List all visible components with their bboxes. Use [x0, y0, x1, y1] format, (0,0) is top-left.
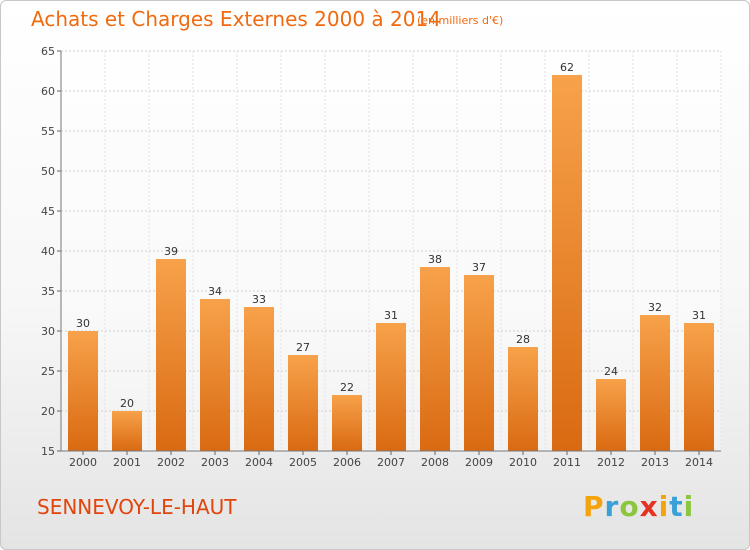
y-tick-label: 60 [41, 85, 55, 98]
bar-2011 [552, 75, 582, 451]
x-tick-label: 2010 [509, 456, 537, 469]
x-tick-label: 2008 [421, 456, 449, 469]
x-tick-label: 2011 [553, 456, 581, 469]
bar-2009 [464, 275, 494, 451]
bar-2012 [596, 379, 626, 451]
y-tick-label: 40 [41, 245, 55, 258]
y-tick-label: 50 [41, 165, 55, 178]
logo-letter: r [604, 490, 620, 523]
logo-letter: t [669, 490, 684, 523]
x-tick-label: 2012 [597, 456, 625, 469]
data-label-2001: 20 [120, 397, 134, 410]
bar-2005 [288, 355, 318, 451]
logo-letter: P [583, 490, 605, 523]
y-tick-label: 25 [41, 365, 55, 378]
proxiti-logo: Proxiti [583, 490, 694, 523]
x-tick-label: 2009 [465, 456, 493, 469]
y-tick-label: 65 [41, 45, 55, 58]
commune-name: SENNEVOY-LE-HAUT [37, 495, 237, 519]
x-tick-label: 2000 [69, 456, 97, 469]
bar-2002 [156, 259, 186, 451]
bar-2014 [684, 323, 714, 451]
x-tick-label: 2007 [377, 456, 405, 469]
x-tick-label: 2004 [245, 456, 273, 469]
data-label-2005: 27 [296, 341, 310, 354]
bar-2008 [420, 267, 450, 451]
y-tick-label: 35 [41, 285, 55, 298]
chart-title: Achats et Charges Externes 2000 à 2014 [31, 7, 441, 31]
bar-2010 [508, 347, 538, 451]
bar-2006 [332, 395, 362, 451]
data-label-2000: 30 [76, 317, 90, 330]
data-label-2007: 31 [384, 309, 398, 322]
x-tick-label: 2005 [289, 456, 317, 469]
x-tick-label: 2014 [685, 456, 713, 469]
y-tick-label: 15 [41, 445, 55, 458]
x-tick-label: 2003 [201, 456, 229, 469]
x-tick-label: 2006 [333, 456, 361, 469]
data-label-2011: 62 [560, 61, 574, 74]
x-tick-label: 2013 [641, 456, 669, 469]
bar-2001 [112, 411, 142, 451]
x-tick-label: 2001 [113, 456, 141, 469]
data-label-2012: 24 [604, 365, 618, 378]
bar-2004 [244, 307, 274, 451]
data-label-2014: 31 [692, 309, 706, 322]
data-label-2013: 32 [648, 301, 662, 314]
data-label-2004: 33 [252, 293, 266, 306]
logo-letter: o [619, 490, 640, 523]
bar-2007 [376, 323, 406, 451]
bar-2000 [68, 331, 98, 451]
y-tick-label: 20 [41, 405, 55, 418]
data-label-2010: 28 [516, 333, 530, 346]
data-label-2008: 38 [428, 253, 442, 266]
logo-letter: i [658, 490, 670, 523]
y-tick-label: 55 [41, 125, 55, 138]
chart-subtitle: (en milliers d'€) [417, 14, 504, 27]
logo-letter: x [639, 490, 659, 523]
data-label-2006: 22 [340, 381, 354, 394]
data-label-2002: 39 [164, 245, 178, 258]
y-tick-label: 30 [41, 325, 55, 338]
bar-2013 [640, 315, 670, 451]
logo-letter: i [683, 490, 695, 523]
bar-2003 [200, 299, 230, 451]
x-tick-label: 2002 [157, 456, 185, 469]
y-tick-label: 45 [41, 205, 55, 218]
data-label-2009: 37 [472, 261, 486, 274]
data-label-2003: 34 [208, 285, 222, 298]
